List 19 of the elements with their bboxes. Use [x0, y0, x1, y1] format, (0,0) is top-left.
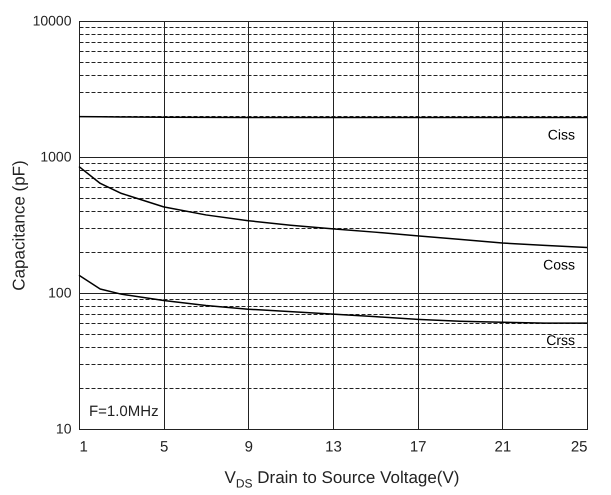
line-series — [78, 274, 588, 324]
x-tick-label: 13 — [325, 438, 342, 456]
x-axis-title: V$_{DS}$ Drain to Source Voltage(V) — [224, 468, 460, 490]
x-tick-label: 1 — [80, 438, 88, 456]
x-tick-label: 21 — [494, 438, 512, 456]
y-tick-label: 10000 — [32, 12, 72, 28]
series-label: Crss — [546, 332, 575, 348]
x-tick-label: 9 — [244, 438, 254, 456]
y-tick-label: 10 — [56, 420, 72, 436]
x-tick-label: 5 — [160, 438, 168, 456]
line-series — [78, 166, 588, 248]
x-tick-label: 25 — [570, 438, 588, 456]
x-tick-label: 17 — [410, 438, 427, 456]
y-axis-title: Capacitance (pF) — [10, 160, 29, 291]
y-tick-label: 100 — [48, 284, 72, 300]
series-label: Ciss — [548, 126, 575, 143]
series-label: Coss — [543, 256, 575, 273]
y-tick-label: 1000 — [40, 148, 72, 164]
annotation: F=1.0MHz — [89, 403, 159, 420]
